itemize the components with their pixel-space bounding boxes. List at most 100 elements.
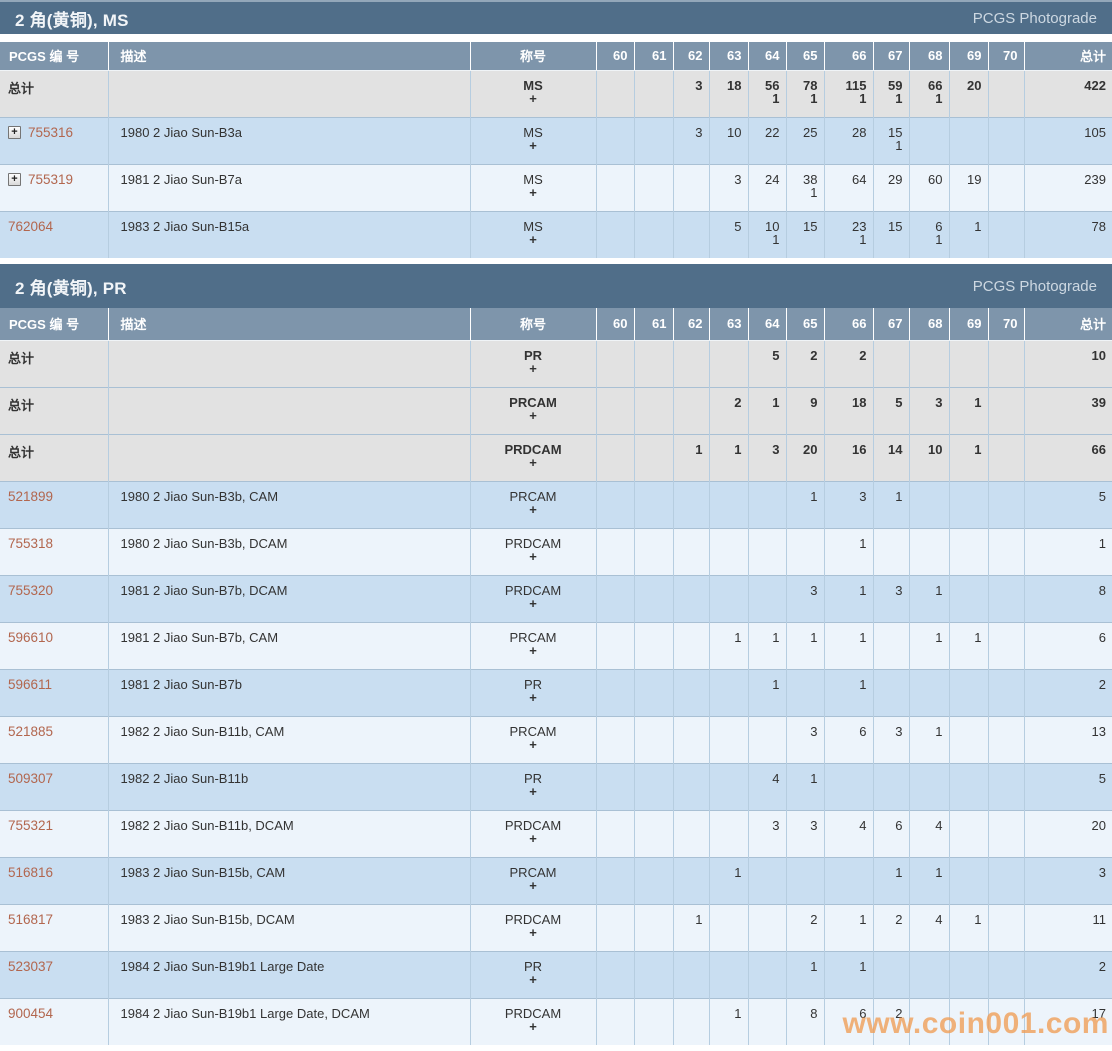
grade-count-cell[interactable] <box>747 903 786 951</box>
plus-grade-count[interactable] <box>635 968 667 984</box>
designation-cell[interactable]: PRCAM + <box>469 480 596 528</box>
plus-grade-count[interactable] <box>674 733 703 749</box>
grade-count-cell[interactable] <box>633 903 673 951</box>
grade-count-cell[interactable] <box>987 69 1024 117</box>
designation-label[interactable]: MS <box>523 218 543 234</box>
plus-grade-count[interactable]: 1 <box>810 184 818 200</box>
grade-count[interactable] <box>674 811 703 827</box>
grade-count[interactable]: 6 <box>895 817 903 833</box>
table-row[interactable]: 755318 1980 2 Jiao Sun-B3b, DCAM PRDCAM +1 1 <box>0 527 1112 575</box>
column-header-grade[interactable]: 64 <box>747 308 786 341</box>
grade-count-cell[interactable] <box>872 621 909 669</box>
grade-count[interactable]: 10 <box>727 124 742 140</box>
grade-count-cell[interactable] <box>908 527 949 575</box>
grade-count[interactable]: 1 <box>859 535 867 551</box>
column-header-grade[interactable]: 69 <box>948 42 988 71</box>
grade-count[interactable]: 1 <box>810 958 818 974</box>
grade-count[interactable]: 10 <box>765 218 780 234</box>
grade-count-cell[interactable] <box>672 527 709 575</box>
grade-count[interactable]: 15 <box>803 218 818 234</box>
plus-grade-count[interactable] <box>910 134 943 150</box>
coin-description[interactable]: 1982 2 Jiao Sun-B11b <box>107 762 470 810</box>
grade-count-cell[interactable]: 2 <box>785 903 824 951</box>
grade-count-cell[interactable]: 1 <box>823 527 873 575</box>
pcgs-number-cell[interactable]: 516816 <box>0 856 108 904</box>
grade-count-cell[interactable] <box>633 574 673 622</box>
grade-count-cell[interactable] <box>948 856 988 904</box>
grade-count-cell[interactable] <box>708 715 748 763</box>
grade-count-cell[interactable]: 115 1 <box>823 69 873 117</box>
plus-grade-count[interactable] <box>910 780 943 796</box>
designation-label[interactable]: PR <box>523 770 543 786</box>
expand-icon[interactable]: + <box>8 125 21 139</box>
grade-count[interactable] <box>825 858 867 874</box>
grade-count-cell[interactable]: 2 <box>785 339 824 387</box>
coin-description[interactable]: 1982 2 Jiao Sun-B11b, CAM <box>107 715 470 763</box>
grade-count-cell[interactable]: 1 <box>948 433 988 481</box>
plus-grade-count[interactable] <box>674 404 703 420</box>
grade-count[interactable] <box>950 999 982 1015</box>
grade-count-cell[interactable] <box>987 621 1024 669</box>
designation-label[interactable]: PRCAM <box>509 723 557 739</box>
plus-designation-label[interactable]: + <box>529 642 537 658</box>
table-row[interactable]: 521899 1980 2 Jiao Sun-B3b, CAM PRCAM +1 3 1 5 <box>0 480 1112 528</box>
grade-count-cell[interactable]: 5 <box>872 386 909 434</box>
grade-count[interactable] <box>910 529 943 545</box>
grade-count-cell[interactable] <box>633 163 673 211</box>
grade-count-cell[interactable] <box>747 856 786 904</box>
grade-count[interactable] <box>710 764 742 780</box>
plus-grade-count[interactable] <box>989 780 1018 796</box>
total-row-label[interactable]: 总计 <box>8 444 35 460</box>
pcgs-number-cell[interactable]: 521885 <box>0 715 108 763</box>
grade-count-cell[interactable] <box>908 480 949 528</box>
plus-grade-count[interactable] <box>950 498 982 514</box>
plus-grade-count[interactable] <box>674 827 703 843</box>
row-total[interactable]: 78 <box>1091 218 1106 234</box>
plus-grade-count[interactable] <box>749 733 780 749</box>
grade-count[interactable] <box>674 388 703 404</box>
grade-count-cell[interactable] <box>708 480 748 528</box>
table-row[interactable]: 596611 1981 2 Jiao Sun-B7b PR +1 1 2 <box>0 668 1112 716</box>
grade-count-cell[interactable] <box>633 210 673 258</box>
plus-grade-count[interactable] <box>910 545 943 561</box>
grade-count[interactable] <box>674 670 703 686</box>
plus-grade-count[interactable] <box>989 592 1018 608</box>
pcgs-number-link[interactable]: 755318 <box>8 535 54 551</box>
pcgs-number-cell[interactable]: 总计 <box>0 69 108 117</box>
plus-grade-count[interactable] <box>674 874 703 890</box>
grade-count-cell[interactable] <box>595 210 634 258</box>
grade-count-cell[interactable] <box>595 903 634 951</box>
grade-count-cell[interactable]: 3 <box>908 386 949 434</box>
grade-count[interactable]: 1 <box>695 911 703 927</box>
pcgs-number-cell[interactable]: 596611 <box>0 668 108 716</box>
grade-count[interactable] <box>950 717 982 733</box>
plus-grade-count[interactable] <box>989 686 1018 702</box>
plus-grade-count[interactable] <box>910 498 943 514</box>
grade-count[interactable] <box>635 905 667 921</box>
designation-label[interactable]: PRDCAM <box>504 817 562 833</box>
column-header-designation[interactable]: 称号 <box>469 308 596 341</box>
row-total[interactable]: 239 <box>1084 171 1106 187</box>
grade-count[interactable] <box>597 952 628 968</box>
grade-count[interactable]: 29 <box>888 171 903 187</box>
grade-count-cell[interactable]: 66 1 <box>908 69 949 117</box>
grade-count[interactable] <box>597 717 628 733</box>
grade-count-cell[interactable]: 1 <box>823 574 873 622</box>
grade-count-cell[interactable] <box>987 856 1024 904</box>
grade-count-cell[interactable]: 25 <box>785 116 824 164</box>
column-header-grade[interactable]: 67 <box>872 308 909 341</box>
designation-label[interactable]: PRDCAM <box>504 911 562 927</box>
grade-count-cell[interactable] <box>708 574 748 622</box>
grade-count-cell[interactable] <box>595 69 634 117</box>
grade-count[interactable] <box>749 482 780 498</box>
grade-count[interactable] <box>710 482 742 498</box>
grade-count[interactable] <box>635 212 667 228</box>
plus-grade-count[interactable] <box>989 404 1018 420</box>
grade-count[interactable] <box>597 999 628 1015</box>
grade-count[interactable] <box>635 764 667 780</box>
grade-count[interactable] <box>597 341 628 357</box>
grade-count-cell[interactable] <box>708 339 748 387</box>
grade-count-cell[interactable]: 20 <box>785 433 824 481</box>
row-total[interactable]: 1 <box>1098 535 1106 551</box>
pcgs-number-link[interactable]: 596611 <box>8 676 53 692</box>
